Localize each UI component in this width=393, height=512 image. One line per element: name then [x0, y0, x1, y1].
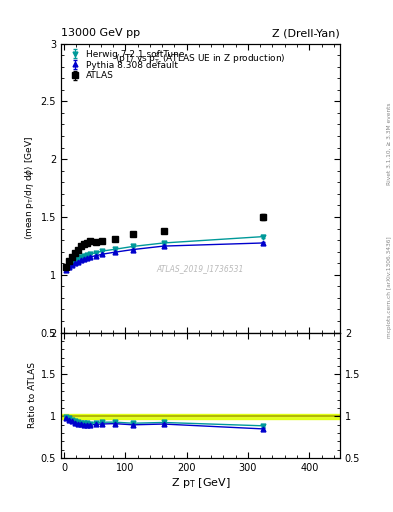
Bar [61, 414, 340, 419]
Text: Rivet 3.1.10, ≥ 3.3M events: Rivet 3.1.10, ≥ 3.3M events [387, 102, 392, 185]
Y-axis label: Ratio to ATLAS: Ratio to ATLAS [28, 362, 37, 429]
Text: $\langle$pT$\rangle$ vs p$_\mathrm{T}^\mathrm{Z}$ (ATLAS UE in Z production): $\langle$pT$\rangle$ vs p$_\mathrm{T}^\m… [115, 51, 286, 66]
Text: Z (Drell-Yan): Z (Drell-Yan) [272, 28, 340, 38]
Y-axis label: $\langle$mean p$_\mathrm{T}$/d$\eta$ d$\phi\rangle$ [GeV]: $\langle$mean p$_\mathrm{T}$/d$\eta$ d$\… [24, 136, 37, 240]
Text: mcplots.cern.ch [arXiv:1306.3436]: mcplots.cern.ch [arXiv:1306.3436] [387, 236, 392, 337]
Text: 13000 GeV pp: 13000 GeV pp [61, 28, 140, 38]
Text: ATLAS_2019_I1736531: ATLAS_2019_I1736531 [157, 265, 244, 273]
X-axis label: Z p$_\mathrm{T}$ [GeV]: Z p$_\mathrm{T}$ [GeV] [171, 476, 230, 490]
Legend: Herwig 7.2.1 softTune, Pythia 8.308 default, ATLAS: Herwig 7.2.1 softTune, Pythia 8.308 defa… [65, 48, 187, 82]
